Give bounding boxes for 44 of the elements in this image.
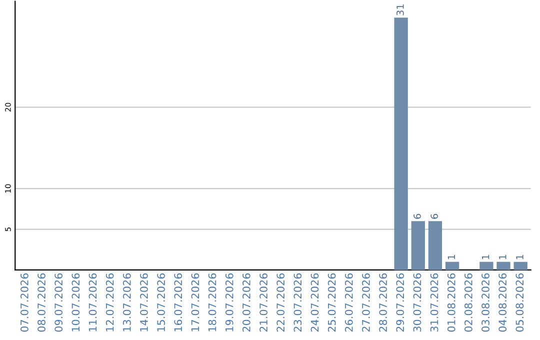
data-label: 6 (430, 214, 438, 219)
bar (411, 221, 425, 270)
x-tick-label: 08.07.2026 (38, 273, 46, 332)
x-tick-label: 30.07.2026 (413, 273, 422, 332)
data-label: 31 (396, 4, 404, 16)
x-tick-label: 20.07.2026 (242, 273, 250, 332)
x-tick-label: 25.07.2026 (328, 273, 336, 332)
x-tick-label: 13.07.2026 (122, 273, 131, 332)
x-tick-label: 09.07.2026 (54, 273, 63, 332)
x-tick-label: 05.08.2026 (516, 273, 524, 332)
data-label: 1 (448, 254, 455, 260)
data-label: 1 (482, 254, 490, 260)
x-tick-label: 02.08.2026 (464, 273, 472, 332)
x-tick-label: 26.07.2026 (344, 273, 353, 332)
data-label: 1 (516, 254, 524, 260)
x-tick-label: 17.07.2026 (191, 273, 200, 332)
x-tick-label: 18.07.2026 (208, 273, 216, 332)
data-label: 1 (499, 254, 506, 260)
x-tick-label: 01.08.2026 (447, 273, 456, 332)
bar (480, 262, 494, 270)
bar (445, 262, 460, 270)
x-tick-label: 22.07.2026 (276, 273, 285, 332)
bar (496, 262, 510, 270)
x-tick-label: 11.07.2026 (88, 273, 97, 332)
data-label: 6 (414, 214, 421, 219)
x-tick-label: 21.07.2026 (260, 273, 268, 332)
bar (394, 18, 408, 270)
x-tick-label: 28.07.2026 (379, 273, 387, 332)
x-tick-label: 16.07.2026 (174, 273, 182, 332)
x-tick-label: 27.07.2026 (362, 273, 370, 332)
x-tick-label: 12.07.2026 (106, 273, 114, 332)
x-tick-label: 31.07.2026 (430, 273, 438, 332)
x-tick-label: 10.07.2026 (72, 273, 80, 332)
x-tick-label: 03.08.2026 (482, 273, 490, 332)
bar (428, 221, 442, 270)
x-tick-label: 23.07.2026 (294, 273, 302, 332)
x-tick-label: 14.07.2026 (140, 273, 148, 332)
bar (514, 262, 528, 270)
x-tick-label: 29.07.2026 (396, 273, 404, 332)
x-tick-label: 04.08.2026 (498, 273, 507, 332)
x-tick-label: 24.07.2026 (310, 273, 319, 332)
x-tick-label: 07.07.2026 (20, 273, 28, 332)
x-tick-label: 15.07.2026 (157, 273, 165, 332)
x-tick-label: 19.07.2026 (225, 273, 234, 332)
